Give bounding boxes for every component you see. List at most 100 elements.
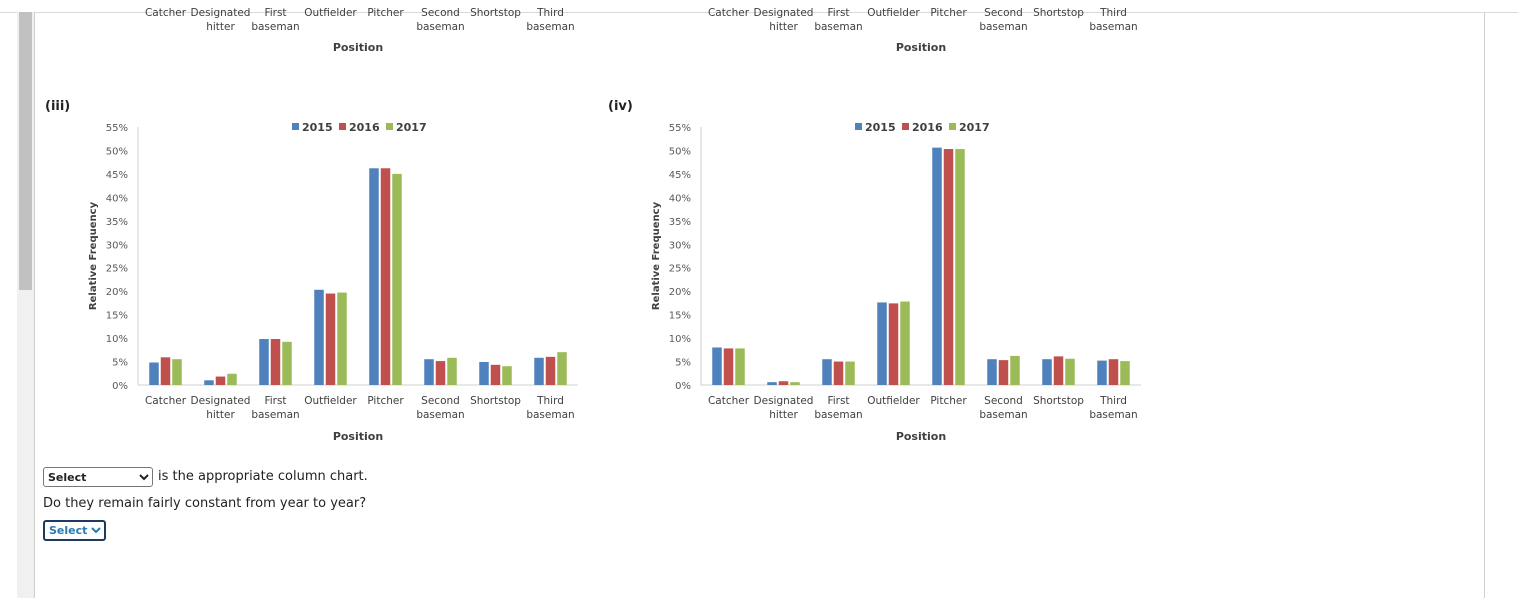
x-axis-title: Position bbox=[333, 41, 383, 54]
bar-2016-2 bbox=[270, 339, 281, 385]
x-tick-label: Third bbox=[1099, 7, 1127, 19]
scrollbar-thumb[interactable] bbox=[19, 12, 32, 290]
y-tick-label: 35% bbox=[669, 217, 691, 228]
x-tick-label: Third bbox=[1099, 395, 1127, 407]
bar-2017-2 bbox=[282, 341, 292, 385]
bar-2016-4 bbox=[943, 149, 954, 385]
x-tick-label: Pitcher bbox=[367, 7, 404, 19]
x-tick-label: baseman bbox=[814, 21, 862, 33]
x-tick-label: baseman bbox=[251, 409, 299, 421]
y-tick-label: 45% bbox=[669, 170, 691, 181]
x-tick-label: Pitcher bbox=[367, 395, 404, 407]
x-axis-title: Position bbox=[896, 430, 946, 443]
bar-2017-1 bbox=[790, 382, 800, 385]
bar-2017-0 bbox=[172, 359, 182, 385]
x-tick-label: Outfielder bbox=[867, 7, 920, 19]
legend-label-2016: 2016 bbox=[349, 121, 380, 134]
bar-2015-4 bbox=[932, 147, 942, 385]
x-tick-label: hitter bbox=[206, 21, 235, 33]
bar-2016-7 bbox=[545, 356, 556, 385]
bar-2017-0 bbox=[735, 348, 745, 385]
legend-swatch-2017 bbox=[386, 123, 393, 130]
bar-2017-7 bbox=[1120, 361, 1130, 385]
question-line-1: is the appropriate column chart. bbox=[158, 469, 368, 484]
y-tick-label: 40% bbox=[106, 193, 128, 204]
x-tick-label: baseman bbox=[416, 409, 464, 421]
y-tick-label: 15% bbox=[669, 311, 691, 322]
y-tick-label: 30% bbox=[106, 240, 128, 251]
bar-2016-5 bbox=[998, 360, 1009, 385]
x-tick-label: Designated bbox=[754, 7, 814, 19]
legend-swatch-2016 bbox=[902, 123, 909, 130]
bar-2016-6 bbox=[1053, 356, 1064, 385]
x-tick-label: baseman bbox=[1089, 21, 1137, 33]
y-tick-label: 55% bbox=[106, 123, 128, 134]
y-tick-label: 40% bbox=[669, 193, 691, 204]
bar-2016-6 bbox=[490, 364, 501, 385]
partial-chart-left: Catcher Designated hitter First baseman Outfi… bbox=[145, 7, 575, 54]
legend-label-2015: 2015 bbox=[865, 121, 896, 134]
bar-2015-3 bbox=[314, 289, 324, 385]
y-tick-label: 50% bbox=[106, 146, 128, 157]
x-tick-label: Outfielder bbox=[867, 395, 920, 407]
bar-2015-1 bbox=[204, 380, 214, 385]
x-tick-label: First bbox=[827, 7, 849, 19]
bar-2015-5 bbox=[987, 359, 997, 385]
x-tick-label: baseman bbox=[526, 409, 574, 421]
bar-2015-0 bbox=[149, 362, 159, 385]
bar-2015-2 bbox=[259, 339, 269, 385]
x-tick-label: Catcher bbox=[145, 395, 187, 407]
bar-2016-7 bbox=[1108, 359, 1119, 385]
legend-swatch-2017 bbox=[949, 123, 956, 130]
x-tick-label: baseman bbox=[251, 21, 299, 33]
x-tick-label: Second bbox=[984, 395, 1023, 407]
bar-2016-0 bbox=[160, 357, 171, 385]
bar-2015-3 bbox=[877, 302, 887, 385]
bar-2015-0 bbox=[712, 347, 722, 385]
bar-2016-0 bbox=[723, 348, 734, 385]
x-tick-label: Catcher bbox=[145, 7, 187, 19]
x-axis-title: Position bbox=[333, 430, 383, 443]
x-tick-label: Pitcher bbox=[930, 395, 967, 407]
bar-2017-7 bbox=[557, 352, 567, 385]
bar-2016-3 bbox=[888, 303, 899, 385]
top-bar bbox=[0, 0, 1518, 13]
legend-label-2015: 2015 bbox=[302, 121, 333, 134]
bar-2015-5 bbox=[424, 359, 434, 385]
bar-2015-4 bbox=[369, 168, 379, 385]
y-tick-label: 45% bbox=[106, 170, 128, 181]
content-right-border bbox=[1484, 12, 1485, 598]
y-tick-label: 15% bbox=[106, 311, 128, 322]
x-tick-label: Pitcher bbox=[930, 7, 967, 19]
x-tick-label: baseman bbox=[979, 409, 1027, 421]
bar-2017-5 bbox=[447, 357, 457, 385]
panel-label-iii: (iii) bbox=[45, 99, 71, 114]
x-tick-label: Designated bbox=[191, 7, 251, 19]
constant-answer-select[interactable]: Select bbox=[43, 520, 106, 541]
x-tick-label: Second bbox=[984, 7, 1023, 19]
x-tick-label: hitter bbox=[206, 409, 235, 421]
chart-choice-select[interactable]: Select bbox=[43, 467, 153, 487]
x-tick-label: Second bbox=[421, 395, 460, 407]
legend-label-2016: 2016 bbox=[912, 121, 943, 134]
y-axis-title: Relative Frequency bbox=[651, 201, 662, 310]
bar-2015-1 bbox=[767, 382, 777, 385]
bar-2017-6 bbox=[1065, 358, 1075, 385]
bar-2015-7 bbox=[534, 357, 544, 385]
x-tick-label: Catcher bbox=[708, 395, 750, 407]
bar-2015-6 bbox=[1042, 359, 1052, 385]
x-tick-label: baseman bbox=[1089, 409, 1137, 421]
x-tick-label: First bbox=[264, 395, 286, 407]
bar-2016-4 bbox=[380, 168, 391, 385]
x-tick-label: Designated bbox=[754, 395, 814, 407]
x-tick-label: Designated bbox=[191, 395, 251, 407]
x-tick-label: baseman bbox=[416, 21, 464, 33]
y-axis-title: Relative Frequency bbox=[88, 201, 99, 310]
bar-2016-1 bbox=[778, 381, 789, 385]
y-tick-label: 30% bbox=[669, 240, 691, 251]
y-tick-label: 50% bbox=[669, 146, 691, 157]
x-tick-label: Third bbox=[536, 7, 564, 19]
y-tick-label: 0% bbox=[675, 381, 691, 392]
bar-2016-3 bbox=[325, 293, 336, 385]
x-tick-label: baseman bbox=[979, 21, 1027, 33]
